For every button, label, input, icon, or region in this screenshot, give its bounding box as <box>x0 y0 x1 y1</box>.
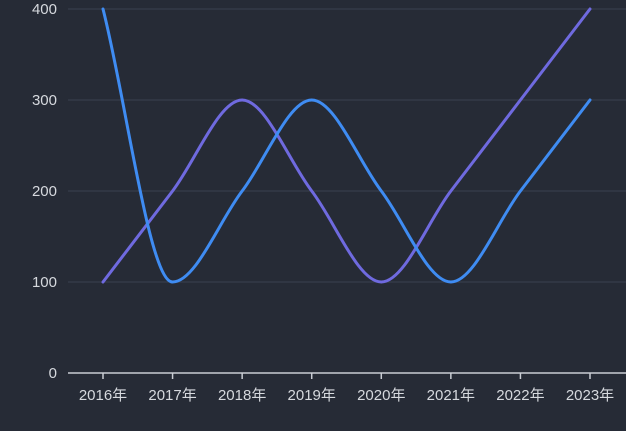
x-axis-label: 2017年 <box>148 387 196 404</box>
x-axis-label: 2021年 <box>427 387 475 404</box>
series-line-blue <box>101 7 592 284</box>
series-line-purple <box>101 7 592 284</box>
x-axis-label: 2022年 <box>496 387 544 404</box>
y-axis-label: 400 <box>32 1 57 18</box>
x-axis-label: 2016年 <box>79 387 127 404</box>
y-axis-label: 0 <box>49 365 57 382</box>
x-axis-label: 2018年 <box>218 387 266 404</box>
y-axis-label: 300 <box>32 92 57 109</box>
x-axis-label: 2020年 <box>357 387 405 404</box>
x-axis-label: 2023年 <box>566 387 614 404</box>
x-axis-label: 2019年 <box>288 387 336 404</box>
y-axis-label: 100 <box>32 274 57 291</box>
y-axis-label: 200 <box>32 183 57 200</box>
